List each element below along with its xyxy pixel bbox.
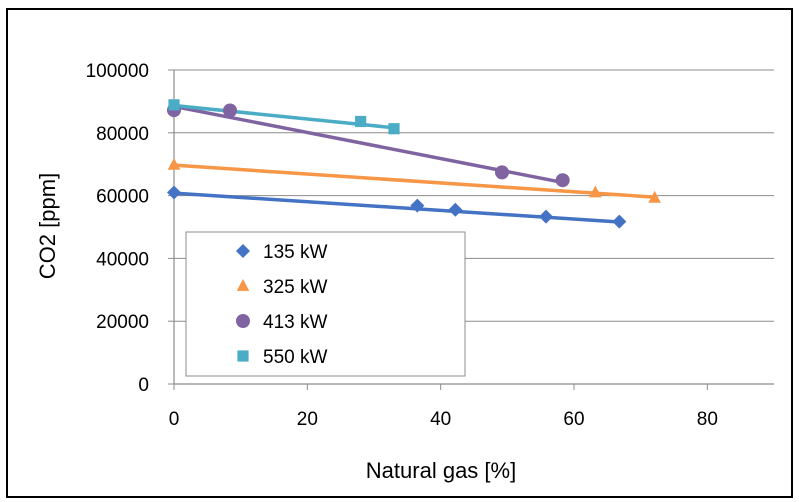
data-points (167, 99, 661, 229)
data-point-square (355, 115, 367, 128)
x-tick-label: 0 (169, 409, 180, 430)
x-tick-label: 40 (430, 409, 451, 430)
data-point-diamond (167, 185, 181, 200)
data-point-triangle (167, 157, 181, 170)
legend-label: 325 kW (263, 277, 327, 298)
data-point-square (237, 350, 249, 362)
x-tick-label: 80 (697, 409, 718, 430)
axes (168, 69, 774, 390)
legend-label: 413 kW (263, 312, 327, 333)
data-point-diamond (236, 244, 250, 258)
trendline (172, 191, 622, 224)
y-axis-title: CO2 [ppm] (35, 173, 60, 279)
x-axis-title: Natural gas [%] (366, 458, 516, 483)
data-point-square (168, 99, 180, 111)
legend-label: 550 kW (263, 347, 327, 368)
legend-box (185, 231, 466, 377)
x-tick-label: 60 (563, 409, 584, 430)
data-point-circle (555, 173, 570, 188)
y-tick-label: 0 (138, 375, 149, 396)
data-point-square (388, 123, 400, 135)
data-point-circle (223, 103, 237, 118)
y-tick-label: 20000 (96, 312, 149, 333)
trendline (172, 163, 657, 199)
y-tick-label: 60000 (96, 187, 149, 208)
y-tick-label: 80000 (96, 124, 149, 145)
data-point-triangle (648, 190, 661, 203)
tick-labels: 0 20000 40000 60000 80000 100000 0 20 40 60 80 (86, 61, 718, 430)
data-point-circle (495, 165, 509, 180)
data-point-triangle (236, 279, 250, 291)
data-point-triangle (589, 185, 602, 198)
y-tick-label: 100000 (86, 61, 149, 82)
data-point-diamond (410, 198, 425, 213)
legend: 135 kW 325 kW 413 kW 550 kW (185, 231, 466, 377)
y-tick-label: 40000 (96, 249, 149, 270)
x-tick-label: 20 (297, 409, 318, 430)
data-point-circle (236, 314, 250, 328)
legend-label: 135 kW (263, 242, 327, 263)
data-point-diamond (448, 202, 463, 217)
data-point-diamond (612, 214, 627, 229)
data-point-diamond (539, 209, 553, 224)
